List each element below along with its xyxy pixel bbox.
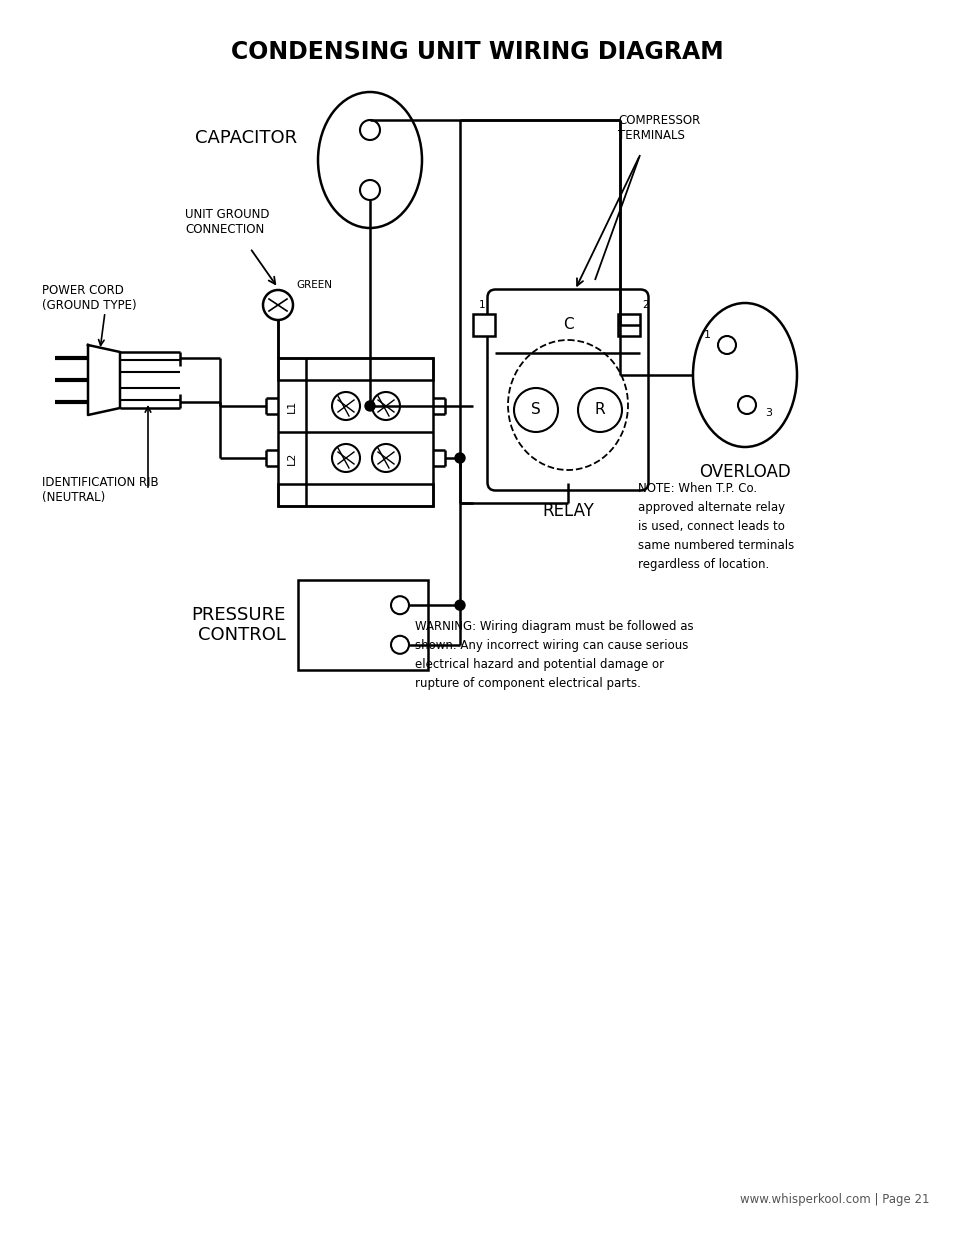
Circle shape [455,600,464,610]
Text: GREEN: GREEN [295,280,332,290]
Text: 1: 1 [478,300,485,310]
Text: L2: L2 [287,451,296,464]
Bar [473,314,495,336]
Text: L1: L1 [287,399,296,412]
Bar [277,358,433,380]
Text: 2: 2 [641,300,648,310]
Bar [277,484,433,506]
Text: RELAY: RELAY [541,501,594,520]
Text: 3: 3 [764,408,771,417]
Text: S: S [531,403,540,417]
Text: UNIT GROUND
CONNECTION: UNIT GROUND CONNECTION [185,207,269,236]
Text: COMPRESSOR
TERMINALS: COMPRESSOR TERMINALS [618,114,700,142]
Text: NOTE: When T.P. Co.
approved alternate relay
is used, connect leads to
same numb: NOTE: When T.P. Co. approved alternate r… [638,482,794,571]
Text: www.whisperkool.com | Page 21: www.whisperkool.com | Page 21 [740,1193,929,1207]
Text: 1: 1 [702,330,710,340]
Circle shape [455,453,464,463]
Text: WARNING: Wiring diagram must be followed as
shown. Any incorrect wiring can caus: WARNING: Wiring diagram must be followed… [415,620,693,690]
Bar [297,580,428,671]
Text: IDENTIFICATION RIB
(NEUTRAL): IDENTIFICATION RIB (NEUTRAL) [42,475,158,504]
Text: OVERLOAD: OVERLOAD [699,463,790,480]
Text: PRESSURE
CONTROL: PRESSURE CONTROL [192,605,286,645]
Circle shape [365,401,375,411]
Polygon shape [88,345,120,415]
Text: C: C [562,317,573,332]
Text: CONDENSING UNIT WIRING DIAGRAM: CONDENSING UNIT WIRING DIAGRAM [231,40,722,64]
Text: R: R [594,403,604,417]
Text: CAPACITOR: CAPACITOR [194,128,296,147]
FancyBboxPatch shape [487,289,648,490]
Bar [618,314,639,336]
Text: POWER CORD
(GROUND TYPE): POWER CORD (GROUND TYPE) [42,284,136,312]
Bar [277,358,433,506]
